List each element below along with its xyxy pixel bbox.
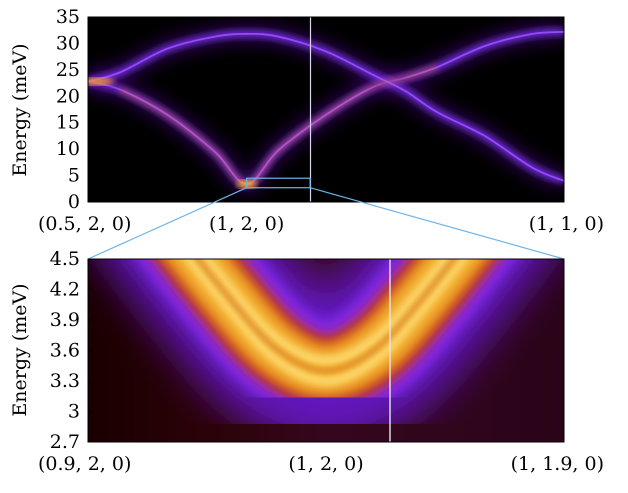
bottom-band-stripe-0 [199, 259, 453, 366]
top-y-label: Energy (meV) [9, 43, 31, 176]
bottom-x-tick-label: (1, 2, 0) [288, 453, 363, 475]
top-dispersion-layer [88, 23, 564, 192]
bottom-y-tick-label: 3.6 [50, 340, 80, 362]
bottom-band-stripe-1 [183, 259, 469, 386]
bottom-y-tick-label: 3 [68, 401, 80, 423]
top-y-tick-label: 5 [68, 165, 80, 187]
top-degenerate-glow [88, 77, 114, 85]
top-y-tick-label: 30 [56, 32, 80, 54]
bottom-y-axis: 2.7 3 3.3 3.6 3.9 4.2 4.5 [50, 248, 93, 453]
top-x-tick-label: (1, 2, 0) [209, 213, 284, 235]
bottom-y-tick-label: 4.5 [50, 248, 80, 270]
zoom-connector-right [309, 187, 565, 260]
top-y-tick-label: 35 [56, 6, 80, 28]
bottom-x-tick-label: (0.9, 2, 0) [38, 453, 131, 475]
inset-box [246, 177, 311, 189]
top-x-axis: (0.5, 2, 0) (1, 2, 0) (1, 1, 0) [38, 213, 604, 235]
top-y-tick-label: 15 [56, 112, 80, 134]
bottom-x-axis: (0.9, 2, 0) (1, 2, 0) (1, 1.9, 0) [38, 453, 604, 475]
top-band-hot [119, 66, 438, 186]
top-y-tick-label: 10 [56, 138, 80, 160]
zoom-connector-left [87, 187, 247, 260]
top-y-tick-label: 0 [68, 191, 80, 213]
top-y-axis: 0 5 10 15 20 25 30 35 [56, 6, 93, 213]
top-x-tick-label: (1, 1, 0) [529, 213, 604, 235]
bottom-y-tick-label: 4.2 [50, 279, 80, 301]
bottom-dispersion-layer [103, 259, 549, 442]
bottom-y-tick-label: 2.7 [50, 431, 80, 453]
bottom-y-tick-label: 3.9 [50, 309, 80, 331]
top-y-tick-label: 20 [56, 85, 80, 107]
bottom-y-label: Energy (meV) [9, 283, 31, 416]
bottom-y-tick-label: 3.3 [50, 370, 80, 392]
top-band-line-1 [88, 32, 564, 182]
top-frame [87, 16, 565, 203]
top-y-tick-label: 25 [56, 59, 80, 81]
bottom-band-core [194, 259, 458, 374]
top-x-tick-label: (0.5, 2, 0) [38, 213, 131, 235]
bottom-x-tick-label: (1, 1.9, 0) [511, 453, 604, 475]
